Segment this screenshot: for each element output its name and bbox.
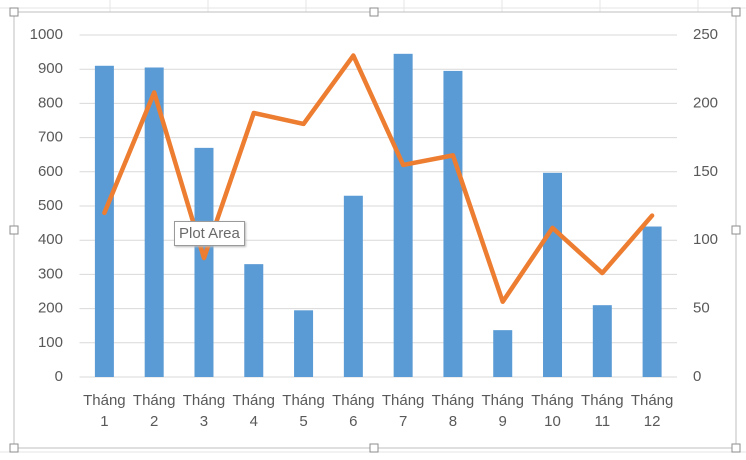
bar xyxy=(343,195,363,377)
bar xyxy=(592,305,612,377)
bar xyxy=(543,172,563,377)
y2-tick-label: 250 xyxy=(693,26,718,43)
y2-tick-label: 150 xyxy=(693,163,718,180)
bar xyxy=(144,67,164,378)
y-tick-label: 200 xyxy=(38,300,63,317)
bar xyxy=(194,147,214,377)
x-tick-label: Tháng 8 xyxy=(431,392,475,430)
bar xyxy=(393,53,413,378)
x-tick-label: Tháng 10 xyxy=(531,392,574,430)
y-tick-label: 800 xyxy=(38,94,63,111)
x-tick-label: Tháng 2 xyxy=(132,392,176,430)
y-tick-label: 900 xyxy=(38,60,63,77)
x-tick-label: Tháng 4 xyxy=(232,392,276,430)
bar xyxy=(642,226,662,377)
x-tick-label: Tháng 12 xyxy=(630,392,674,430)
tooltip: Plot Area xyxy=(174,221,245,246)
y2-tick-label: 0 xyxy=(693,368,701,385)
x-tick-label: Tháng 5 xyxy=(282,392,325,430)
y-tick-label: 300 xyxy=(38,265,63,282)
y-tick-label: 700 xyxy=(38,129,63,146)
x-tick-label: Tháng 7 xyxy=(381,392,425,430)
y2-tick-label: 100 xyxy=(693,231,718,248)
x-tick-label: Tháng 3 xyxy=(182,392,226,430)
x-tick-label: Tháng 6 xyxy=(332,392,375,430)
x-tick-label: Tháng 1 xyxy=(83,392,126,430)
y-tick-label: 400 xyxy=(38,231,63,248)
y-tick-label: 500 xyxy=(38,197,63,214)
x-tick-label: Tháng 9 xyxy=(481,392,524,430)
y2-tick-label: 200 xyxy=(693,94,718,111)
bar xyxy=(443,70,463,377)
y2-tick-label: 50 xyxy=(693,300,710,317)
chart-area[interactable] xyxy=(13,11,737,449)
bar xyxy=(493,330,513,377)
y-tick-label: 100 xyxy=(38,334,63,351)
bar xyxy=(294,310,314,377)
bar xyxy=(244,264,264,377)
bar xyxy=(94,65,114,377)
y-tick-label: 600 xyxy=(38,163,63,180)
y-tick-label: 1000 xyxy=(30,26,63,43)
y-tick-label: 0 xyxy=(55,368,63,385)
resize-handles[interactable] xyxy=(9,7,741,453)
x-tick-label: Tháng 11 xyxy=(581,392,624,430)
